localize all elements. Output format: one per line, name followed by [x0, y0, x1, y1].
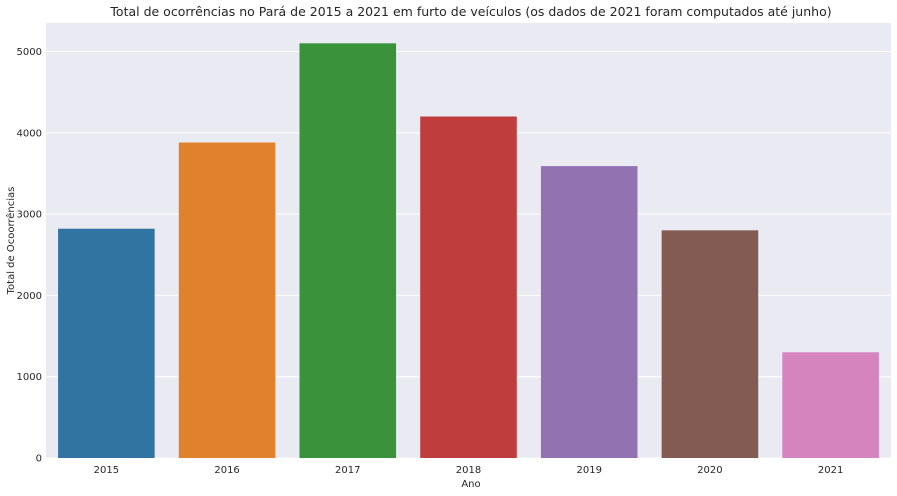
x-tick-label: 2018: [456, 465, 481, 476]
y-tick-label: 1000: [17, 372, 42, 383]
y-tick-label: 4000: [17, 128, 42, 139]
bar-2019: [540, 166, 638, 459]
y-tick-label: 0: [36, 454, 42, 465]
y-tick-labels: 0 1000 2000 3000 4000 5000: [17, 47, 42, 465]
x-axis-label: Ano: [461, 479, 480, 490]
x-tick-label: 2019: [576, 465, 601, 476]
bar-2020: [661, 230, 759, 458]
bar-2017: [299, 43, 397, 459]
x-tick-label: 2020: [697, 465, 722, 476]
x-tick-labels: 2015 2016 2017 2018 2019 2020 2021: [94, 465, 844, 476]
bar-2016: [178, 142, 276, 458]
y-tick-label: 2000: [17, 291, 42, 302]
bar-2015: [58, 228, 155, 458]
bar-2018: [420, 116, 517, 458]
bar-2021: [782, 352, 879, 458]
bars-group: [58, 43, 879, 459]
x-tick-label: 2015: [94, 465, 119, 476]
y-tick-label: 3000: [17, 210, 42, 221]
x-tick-label: 2016: [214, 465, 239, 476]
x-tick-label: 2021: [818, 465, 843, 476]
chart-title: Total de ocorrências no Pará de 2015 a 2…: [109, 4, 831, 19]
y-axis-label: Total de Ocoorrências: [5, 187, 17, 296]
y-tick-label: 5000: [17, 47, 42, 58]
x-tick-label: 2017: [335, 465, 360, 476]
